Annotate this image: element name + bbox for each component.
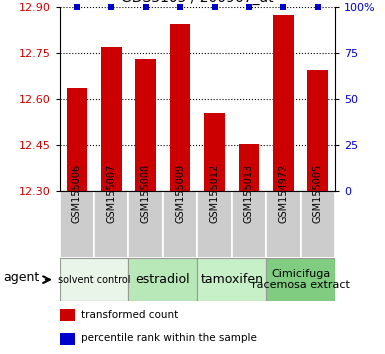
Text: tamoxifen: tamoxifen [200, 273, 263, 286]
Bar [170, 24, 191, 191]
Bar [197, 191, 232, 258]
Bar [101, 47, 122, 191]
Bar [67, 88, 87, 191]
Text: GSM155008: GSM155008 [141, 164, 151, 223]
Bar [197, 258, 266, 301]
Bar [60, 191, 94, 258]
Title: GDS3105 / 200967_at: GDS3105 / 200967_at [121, 0, 274, 5]
Text: GSM155013: GSM155013 [244, 164, 254, 223]
Text: GSM154972: GSM154972 [278, 164, 288, 223]
Bar [60, 309, 75, 321]
Bar [239, 144, 259, 191]
Text: GSM155012: GSM155012 [209, 164, 219, 223]
Bar [129, 258, 197, 301]
Bar [163, 191, 197, 258]
Bar [307, 70, 328, 191]
Bar [301, 191, 335, 258]
Text: agent: agent [3, 271, 39, 284]
Text: GSM155006: GSM155006 [72, 164, 82, 223]
Bar [204, 113, 225, 191]
Text: solvent control: solvent control [58, 275, 131, 285]
Bar [94, 191, 129, 258]
Text: GSM155009: GSM155009 [175, 164, 185, 223]
Bar [60, 258, 129, 301]
Text: transformed count: transformed count [81, 309, 178, 320]
Bar [273, 15, 294, 191]
Bar [266, 258, 335, 301]
Text: Cimicifuga
racemosa extract: Cimicifuga racemosa extract [252, 269, 350, 291]
Bar [129, 191, 163, 258]
Bar [266, 191, 301, 258]
Bar [60, 332, 75, 346]
Text: GSM155005: GSM155005 [313, 164, 323, 223]
Bar [232, 191, 266, 258]
Text: GSM155007: GSM155007 [106, 164, 116, 223]
Text: estradiol: estradiol [136, 273, 190, 286]
Text: percentile rank within the sample: percentile rank within the sample [81, 333, 257, 343]
Bar [136, 59, 156, 191]
